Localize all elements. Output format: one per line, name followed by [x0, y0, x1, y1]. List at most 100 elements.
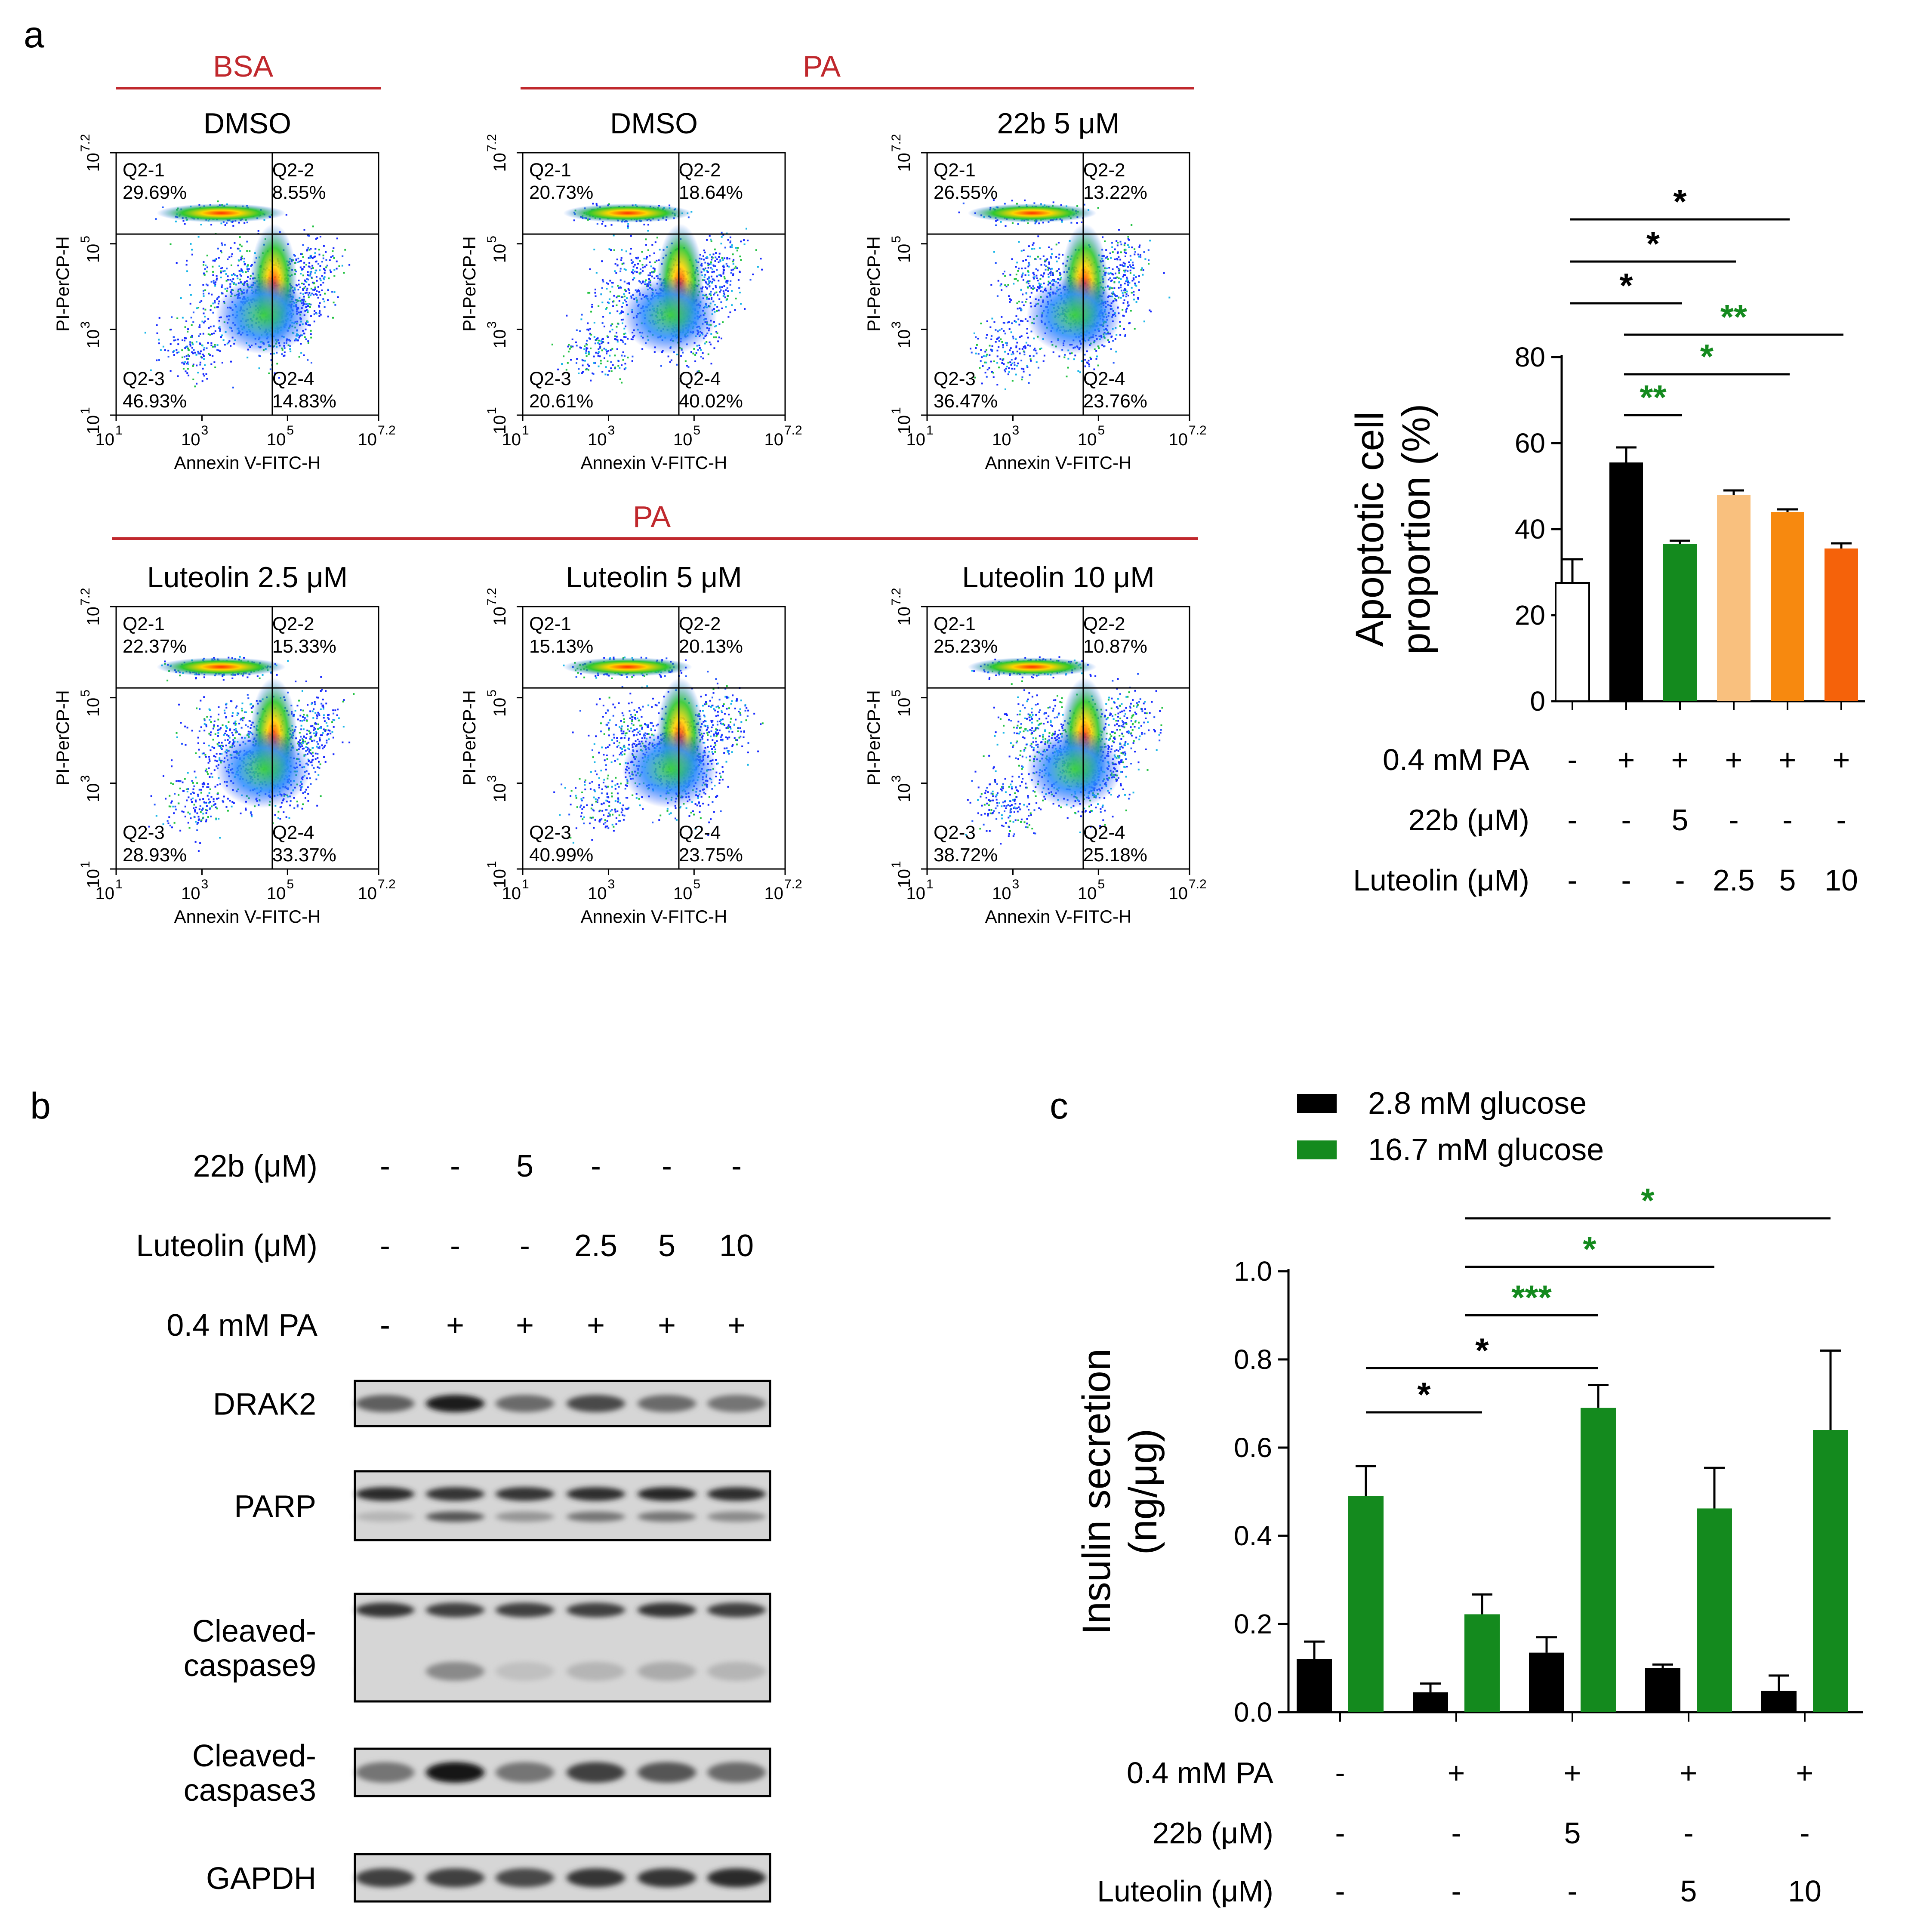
y-tick-label: 103 — [78, 775, 103, 802]
quadrant-name: Q2-3 — [934, 368, 976, 389]
significance-mark: * — [1619, 266, 1633, 305]
x-tick-base: 10 — [96, 430, 115, 449]
flow-density-cloud — [1026, 277, 1122, 354]
legend-label: 2.8 mM glucose — [1368, 1086, 1587, 1121]
flow-plot-title: Luteolin 2.5 μM — [147, 561, 348, 594]
quadrant-name: Q2-3 — [123, 368, 165, 389]
condition-label: 0.4 mM PA — [1127, 1756, 1273, 1790]
blot-band — [496, 1602, 554, 1618]
y-tick-base: 10 — [895, 244, 914, 263]
y-tick-base: 10 — [895, 330, 914, 349]
group-label-pa-bottom: PA — [633, 500, 671, 533]
bar — [1555, 582, 1590, 702]
blot-band — [638, 1511, 696, 1522]
quadrant-name: Q2-4 — [679, 822, 721, 843]
flow-y-axis-label: PI-PerCP-H — [863, 690, 884, 786]
x-tick-exp: 7.2 — [1189, 877, 1207, 891]
blot-condition-value: - — [380, 1308, 390, 1343]
blot-band — [638, 1762, 696, 1783]
x-tick-base: 10 — [906, 430, 926, 449]
x-tick-exp: 7.2 — [378, 877, 396, 891]
condition-value: + — [1833, 743, 1850, 776]
y-axis-label-line1: Insulin secretion — [1075, 1349, 1119, 1635]
quadrant-percent: 20.73% — [529, 182, 593, 203]
flow-density-cloud — [216, 730, 311, 808]
condition-value: + — [1671, 743, 1689, 776]
blot-band — [707, 1762, 766, 1783]
flow-plot: DMSO Q2-129.69% Q2-28.55% Q2-346.93% Q2-414.… — [52, 107, 396, 473]
blot-band — [638, 1395, 696, 1412]
x-tick-base: 10 — [1078, 884, 1097, 903]
blot-condition-value: + — [516, 1308, 534, 1343]
y-tick-exp: 7.2 — [485, 134, 499, 152]
y-tick-base: 10 — [895, 607, 914, 626]
y-tick-label: 0.8 — [1234, 1344, 1272, 1375]
blot-membrane — [354, 1853, 771, 1903]
condition-value: 5 — [1564, 1816, 1581, 1850]
flow-y-axis-label: PI-PerCP-H — [459, 236, 479, 332]
flow-x-axis-label: Annexin V-FITC-H — [581, 453, 727, 473]
x-tick-exp: 3 — [607, 877, 615, 891]
condition-value: - — [1335, 1816, 1345, 1850]
x-tick-exp: 1 — [115, 877, 123, 891]
flow-plot: Luteolin 10 μM Q2-125.23% Q2-210.87% Q2-338… — [863, 561, 1207, 927]
bar — [1697, 1508, 1732, 1712]
x-tick-exp: 7.2 — [784, 877, 802, 891]
quadrant-percent: 33.37% — [272, 844, 336, 866]
x-tick-exp: 1 — [926, 877, 934, 891]
blot-band — [496, 1662, 554, 1681]
blot-band — [496, 1511, 554, 1522]
quadrant-name: Q2-2 — [679, 160, 721, 181]
quadrant-percent: 18.64% — [679, 182, 743, 203]
quadrant-percent: 26.55% — [934, 182, 998, 203]
blot-band — [426, 1868, 484, 1887]
x-tick-exp: 3 — [1012, 877, 1019, 891]
flow-plot-frame — [115, 152, 379, 416]
y-tick-label: 107.2 — [485, 134, 509, 172]
blot-band — [707, 1868, 766, 1887]
quadrant-name: Q2-3 — [934, 822, 976, 843]
quadrant-percent: 40.99% — [529, 844, 593, 866]
condition-value: - — [1335, 1874, 1345, 1908]
y-tick-exp: 7.2 — [485, 588, 499, 606]
blot-frame — [354, 1593, 771, 1703]
blot-condition-label: 0.4 mM PA — [166, 1308, 317, 1343]
blot-band — [496, 1762, 554, 1783]
y-tick-label: 20 — [1515, 600, 1545, 631]
blot-band — [638, 1868, 696, 1887]
quadrant-percent: 25.23% — [934, 636, 998, 657]
blot-band — [426, 1511, 484, 1522]
y-tick-base: 10 — [84, 153, 103, 172]
y-tick-exp: 7.2 — [889, 588, 903, 606]
y-tick-base: 10 — [84, 698, 103, 717]
group-label-pa-top: PA — [803, 49, 841, 83]
quadrant-percent: 10.87% — [1083, 636, 1147, 657]
quadrant-name: Q2-4 — [1083, 368, 1125, 389]
significance-mark: * — [1475, 1331, 1489, 1370]
flow-plot-frame — [115, 606, 379, 870]
condition-value: - — [1800, 1816, 1809, 1850]
bar — [1761, 1691, 1797, 1712]
blot-band — [707, 1602, 766, 1618]
y-tick-label: 105 — [485, 690, 509, 717]
blot-band — [356, 1487, 414, 1501]
quadrant-percent: 29.69% — [123, 182, 187, 203]
flow-density-band — [968, 203, 1097, 223]
blot-band — [496, 1487, 554, 1501]
y-tick-exp: 3 — [889, 321, 903, 329]
condition-value: - — [1567, 863, 1577, 897]
significance-mark: * — [1583, 1230, 1596, 1268]
quadrant-name: Q2-2 — [1083, 160, 1125, 181]
insulin-bar-chart: 0.0 0.2 0.4 0.6 0.8 1.0 Insulin secretion (ng/μ… — [1075, 1086, 1863, 1908]
y-tick-label: 101 — [78, 407, 103, 434]
flow-x-axis-label: Annexin V-FITC-H — [985, 453, 1132, 473]
x-tick-base: 10 — [588, 430, 607, 449]
y-tick-exp: 5 — [78, 690, 92, 697]
x-tick-base: 10 — [992, 430, 1011, 449]
flow-density-cloud — [622, 730, 717, 808]
condition-value: - — [1683, 1816, 1693, 1850]
flow-plot: DMSO Q2-120.73% Q2-218.64% Q2-320.61% Q2-440… — [459, 107, 802, 473]
quadrant-percent: 36.47% — [934, 391, 998, 412]
y-tick-base: 10 — [84, 783, 103, 803]
